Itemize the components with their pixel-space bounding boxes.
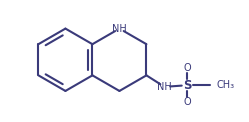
Text: NH: NH	[112, 24, 127, 34]
Text: O: O	[184, 63, 191, 73]
Text: O: O	[184, 97, 191, 107]
Text: S: S	[183, 79, 192, 92]
Text: NH: NH	[157, 82, 172, 92]
Text: CH₃: CH₃	[217, 80, 235, 90]
